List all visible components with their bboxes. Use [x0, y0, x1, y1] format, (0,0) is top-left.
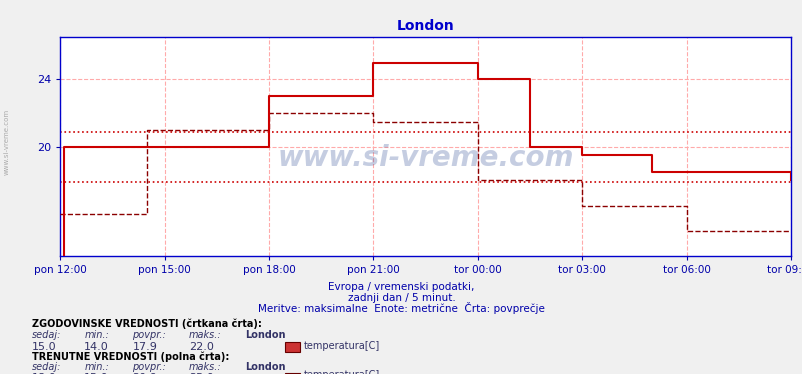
Text: 22.0: 22.0 — [188, 342, 213, 352]
Text: 14.0: 14.0 — [84, 342, 109, 352]
Text: povpr.:: povpr.: — [132, 362, 166, 371]
Text: www.si-vreme.com: www.si-vreme.com — [3, 109, 10, 175]
Text: Meritve: maksimalne  Enote: metrične  Črta: povprečje: Meritve: maksimalne Enote: metrične Črta… — [257, 302, 545, 314]
Text: London: London — [245, 362, 285, 371]
Text: sedaj:: sedaj: — [32, 331, 62, 340]
Text: temperatura[C]: temperatura[C] — [303, 370, 379, 374]
Text: www.si-vreme.com: www.si-vreme.com — [277, 144, 573, 172]
Text: 18.0: 18.0 — [32, 373, 57, 374]
Text: temperatura[C]: temperatura[C] — [303, 341, 379, 350]
Text: ZGODOVINSKE VREDNOSTI (črtkana črta):: ZGODOVINSKE VREDNOSTI (črtkana črta): — [32, 319, 261, 329]
Text: min.:: min.: — [84, 331, 109, 340]
Text: maks.:: maks.: — [188, 362, 221, 371]
Text: povpr.:: povpr.: — [132, 331, 166, 340]
Text: 15.0: 15.0 — [84, 373, 109, 374]
Text: London: London — [245, 331, 285, 340]
Text: TRENUTNE VREDNOSTI (polna črta):: TRENUTNE VREDNOSTI (polna črta): — [32, 351, 229, 362]
Text: min.:: min.: — [84, 362, 109, 371]
Title: London: London — [396, 19, 454, 33]
Text: zadnji dan / 5 minut.: zadnji dan / 5 minut. — [347, 293, 455, 303]
Text: 17.9: 17.9 — [132, 342, 157, 352]
Text: Evropa / vremenski podatki,: Evropa / vremenski podatki, — [328, 282, 474, 292]
Text: maks.:: maks.: — [188, 331, 221, 340]
Text: sedaj:: sedaj: — [32, 362, 62, 371]
Text: 15.0: 15.0 — [32, 342, 57, 352]
Text: 20.9: 20.9 — [132, 373, 157, 374]
Text: 25.0: 25.0 — [188, 373, 213, 374]
